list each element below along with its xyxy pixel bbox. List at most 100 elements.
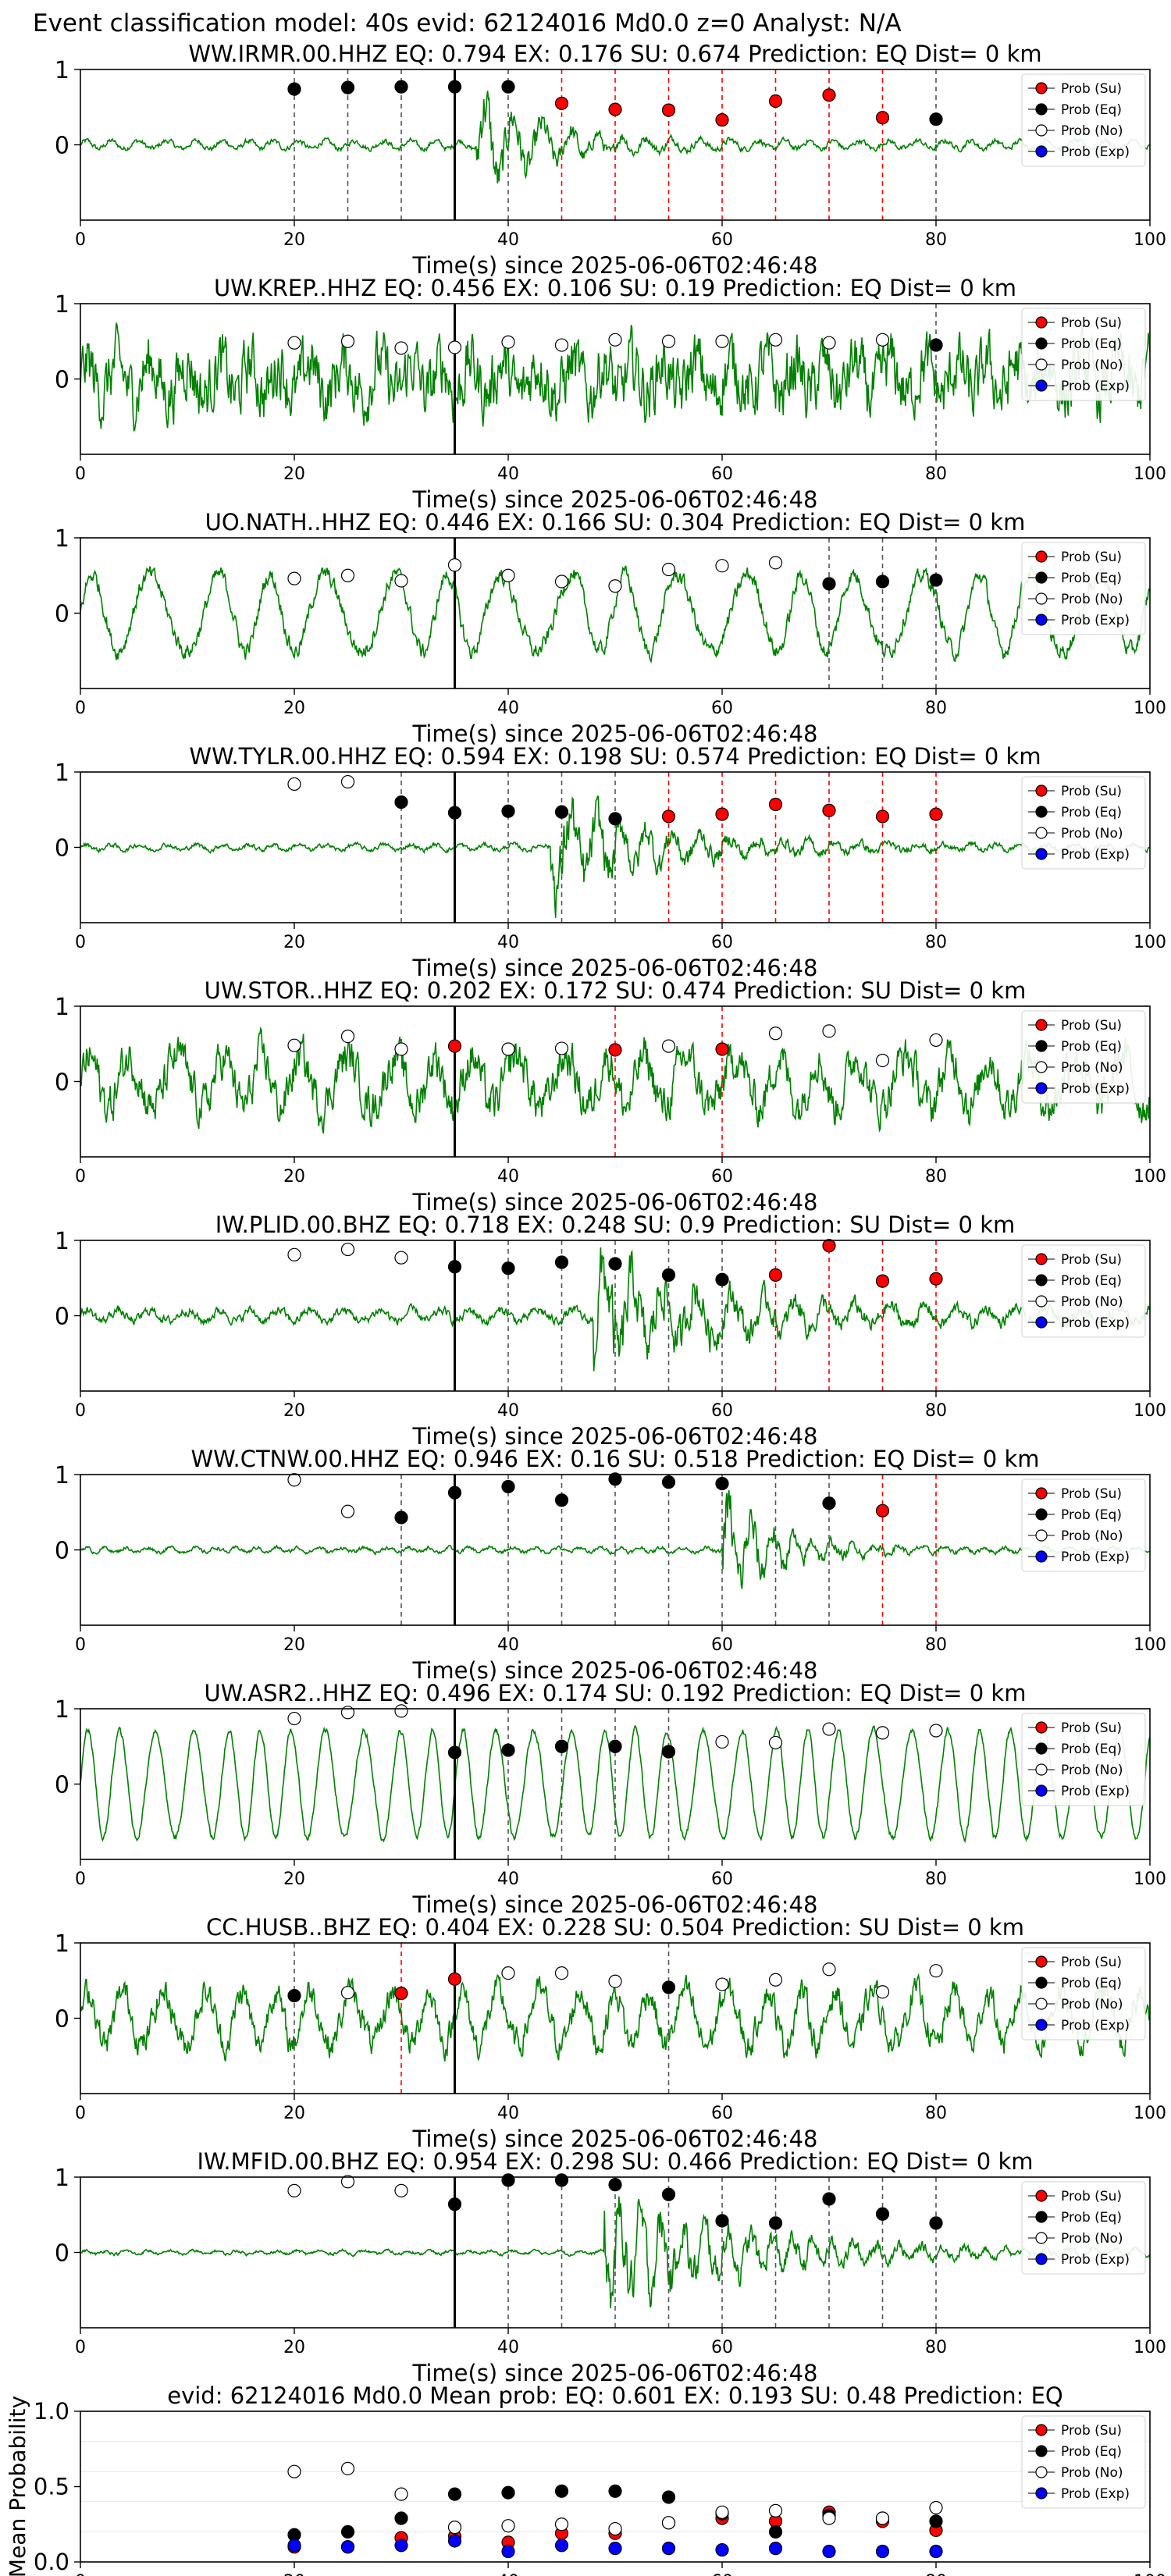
x-tick-label: 80 (925, 1401, 947, 1421)
x-tick-label: 40 (497, 1167, 519, 1187)
prob-point-eq (447, 1260, 462, 1274)
legend-marker-no (1035, 1061, 1048, 1073)
prob-point-eq (501, 80, 515, 94)
mean-point-eq (340, 2524, 355, 2539)
x-tick-label: 60 (711, 2104, 733, 2123)
legend-marker-exp (1035, 1082, 1048, 1094)
legend-label-no: Prob (No) (1061, 123, 1123, 139)
prob-point-eq (875, 2207, 890, 2221)
legend-label-exp: Prob (Exp) (1061, 1081, 1130, 1097)
prob-point-su (822, 1239, 836, 1253)
legend-box (1021, 1244, 1146, 1338)
prob-point-eq (929, 2216, 943, 2230)
y-tick-label: 0 (55, 601, 69, 628)
legend-marker-no (1035, 1998, 1048, 2010)
prob-point-no (501, 1966, 515, 1980)
legend-marker-exp (1035, 145, 1048, 158)
prob-point-su (608, 1043, 622, 1057)
panel-5: UW.STOR..HHZ EQ: 0.202 EX: 0.172 SU: 0.4… (55, 977, 1166, 1215)
x-tick-label: 20 (283, 1401, 305, 1421)
x-tick-label: 20 (283, 2338, 305, 2357)
legend-marker-su (1035, 1487, 1048, 1500)
x-tick-label: 80 (925, 1870, 947, 1889)
prob-point-no (875, 1053, 890, 1068)
mean-point-exp (661, 2542, 676, 2556)
prob-point-eq (447, 1745, 462, 1759)
prob-point-no (287, 1247, 301, 1261)
prob-point-su (661, 809, 676, 824)
prob-point-su (447, 1972, 462, 1986)
x-tick-label: 100 (1134, 1635, 1166, 1655)
mean-point-no (287, 2464, 301, 2478)
plot-frame (80, 1005, 1151, 1158)
waveform-trace (80, 322, 1151, 432)
x-tick-label: 20 (283, 699, 305, 718)
prob-point-no (875, 333, 890, 347)
x-tick-label: 40 (497, 464, 519, 484)
prob-point-no (875, 1726, 890, 1740)
prob-point-eq (608, 1472, 622, 1486)
mean-point-exp (715, 2542, 729, 2557)
prob-point-no (608, 579, 622, 593)
prob-point-su (715, 1042, 729, 1056)
prob-point-su (394, 1987, 408, 2001)
prob-point-no (501, 568, 515, 582)
legend-label-eq: Prob (Eq) (1061, 1976, 1122, 1991)
x-tick-label: 60 (711, 699, 733, 718)
prob-point-no (929, 1724, 943, 1738)
legend-box (1021, 776, 1146, 870)
x-tick-label: 80 (925, 1635, 947, 1655)
y-tick-label: 0 (55, 2006, 69, 2033)
prob-point-su (875, 111, 890, 125)
prob-point-no (768, 1973, 783, 1987)
legend-box (1021, 2181, 1146, 2275)
x-axis-label: Time(s) since 2025-06-06T02:46:48 (412, 1891, 818, 1918)
plot-frame (80, 1240, 1151, 1392)
plot-frame (80, 1708, 1151, 1860)
prob-point-eq (608, 1739, 622, 1753)
legend-marker-su (1035, 1721, 1048, 1734)
y-tick-label: 0.5 (34, 2474, 69, 2500)
prob-point-no (554, 575, 569, 589)
prob-point-eq (287, 82, 301, 96)
panel-4: WW.TYLR.00.HHZ EQ: 0.594 EX: 0.198 SU: 0… (55, 743, 1166, 981)
prob-point-su (447, 1039, 462, 1053)
legend-marker-exp (1035, 1550, 1048, 1563)
x-tick-label: 60 (711, 1635, 733, 1655)
waveform-trace (80, 1973, 1151, 2062)
prob-point-eq (608, 2178, 622, 2192)
y-tick-label: 1 (55, 994, 69, 1021)
waveform-trace (80, 795, 1151, 918)
prob-point-no (661, 334, 676, 348)
x-tick-label: 60 (711, 933, 733, 952)
panel-8: UW.ASR2..HHZ EQ: 0.496 EX: 0.174 SU: 0.1… (55, 1680, 1166, 1918)
legend-label-no: Prob (No) (1061, 1997, 1123, 2012)
y-tick-label: 0.0 (34, 2549, 69, 2575)
x-tick-label: 100 (1134, 464, 1166, 484)
panel-title: WW.TYLR.00.HHZ EQ: 0.594 EX: 0.198 SU: 0… (189, 743, 1041, 770)
mean-point-no (608, 2521, 622, 2536)
prob-point-no (447, 558, 462, 572)
x-tick-label: 0 (75, 2104, 86, 2123)
prob-point-su (768, 94, 783, 109)
legend-label-exp: Prob (Exp) (1061, 144, 1130, 160)
mean-point-exp (340, 2540, 355, 2554)
legend-marker-eq (1035, 1508, 1048, 1521)
prob-point-no (661, 1039, 676, 1053)
x-axis-label: Time(s) since 2025-06-06T02:46:48 (412, 2126, 818, 2152)
x-axis-label: Time(s) since 2025-06-06T02:46:48 (412, 1423, 818, 1450)
legend-label-exp: Prob (Exp) (1061, 2018, 1130, 2033)
legend-label-no: Prob (No) (1061, 2465, 1123, 2481)
x-tick-label: 60 (711, 464, 733, 484)
legend-marker-su (1035, 1253, 1048, 1265)
x-tick-label: 20 (283, 933, 305, 952)
mean-point-exp (287, 2539, 301, 2553)
x-tick-label: 80 (925, 699, 947, 718)
y-tick-label: 1 (55, 291, 69, 318)
legend-marker-eq (1035, 337, 1048, 350)
x-tick-label: 80 (925, 464, 947, 484)
x-tick-label: 0 (75, 1167, 86, 1187)
prob-point-eq (661, 1268, 676, 1282)
prob-point-eq (501, 1261, 515, 1276)
